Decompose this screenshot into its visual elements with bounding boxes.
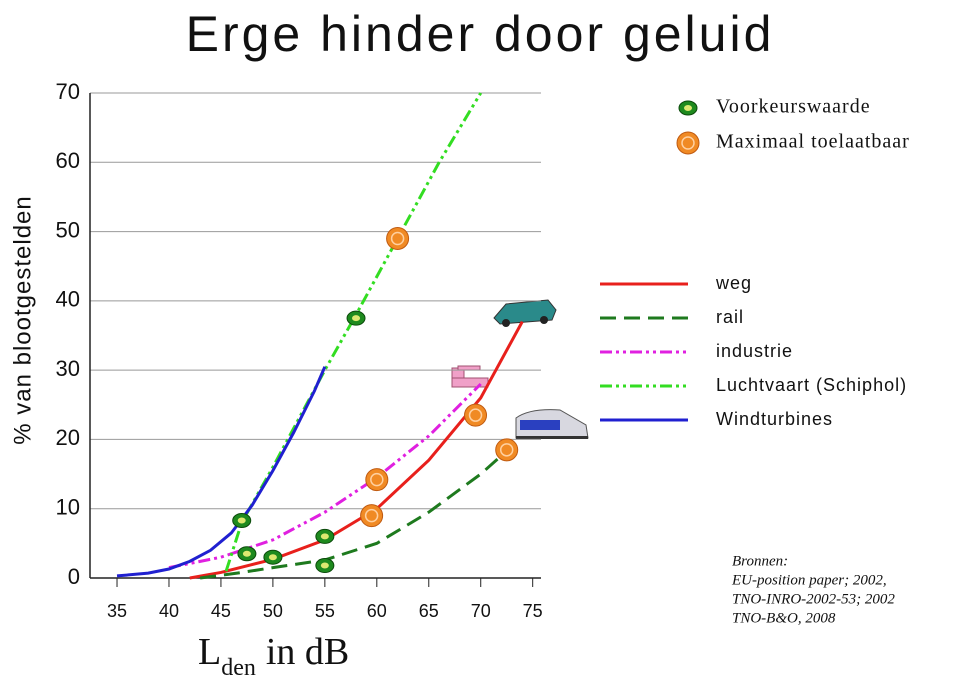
marker [264,550,282,564]
marker [387,228,409,250]
series-line [117,367,325,576]
marker-core [321,563,329,569]
marker-outer [361,505,383,527]
x-label-sub: den [221,655,256,678]
legend-label: industrie [716,341,793,361]
marker-outer [465,404,487,426]
marker [316,559,334,573]
marker-outer [387,228,409,250]
x-tick-label: 40 [159,601,179,621]
x-tick-label: 35 [107,601,127,621]
y-axis-label: % van blootgestelden [9,195,36,445]
marker [496,439,518,461]
annotation-line: TNO-B&O, 2008 [732,610,836,626]
train-icon [516,410,588,439]
y-tick-label: 30 [56,356,80,381]
annotation-line: EU-position paper; 2002, [731,572,887,588]
car-icon [494,300,556,327]
marker [465,404,487,426]
annotation: Bronnen: EU-position paper; 2002, TNO-IN… [731,553,895,626]
x-tick-label: 65 [419,601,439,621]
y-tick-label: 40 [56,287,80,312]
legend-label: rail [716,307,744,327]
legend-label: Luchtvaart (Schiphol) [716,375,907,395]
y-tick-label: 20 [56,425,80,450]
marker-core [243,551,251,557]
x-tick-label: 70 [471,601,491,621]
marker-core [352,315,360,321]
marker-core [269,554,277,560]
factory-icon [452,366,488,387]
legend-label: Maximaal toelaatbaar [716,131,910,153]
marker [316,529,334,543]
legend-label: weg [715,273,752,293]
y-tick-label: 10 [56,495,80,520]
y-tick-label: 0 [68,564,80,589]
chart-title: Erge hinder door geluid [186,6,775,62]
marker-core [238,517,246,523]
y-tick-label: 60 [56,148,80,173]
x-tick-label: 55 [315,601,335,621]
marker [366,469,388,491]
marker [679,101,697,115]
marker-core [684,105,692,111]
marker-outer [366,469,388,491]
marker [347,311,365,325]
y-tick-label: 50 [56,217,80,242]
annotation-line: TNO-INRO-2002-53; 2002 [732,591,895,607]
x-tick-label: 45 [211,601,231,621]
marker-outer [496,439,518,461]
marker [361,505,383,527]
marker-outer [677,132,699,154]
series-line [190,322,523,578]
x-label-main: L [198,631,221,673]
marker [233,513,251,527]
chart: Erge hinder door geluid % van blootgeste… [0,0,965,678]
legend-label: Windturbines [716,409,833,429]
x-tick-label: 60 [367,601,387,621]
x-tick-label: 50 [263,601,283,621]
marker [238,547,256,561]
series-line [226,93,481,571]
x-label-rest: in dB [266,631,349,673]
annotation-line: Bronnen: [732,553,788,569]
x-tick-label: 75 [523,601,543,621]
y-tick-label: 70 [56,79,80,104]
legend-label: Voorkeurswaarde [716,96,871,118]
marker [677,132,699,154]
x-axis-label: Lden in dB [198,631,349,678]
marker-core [321,533,329,539]
